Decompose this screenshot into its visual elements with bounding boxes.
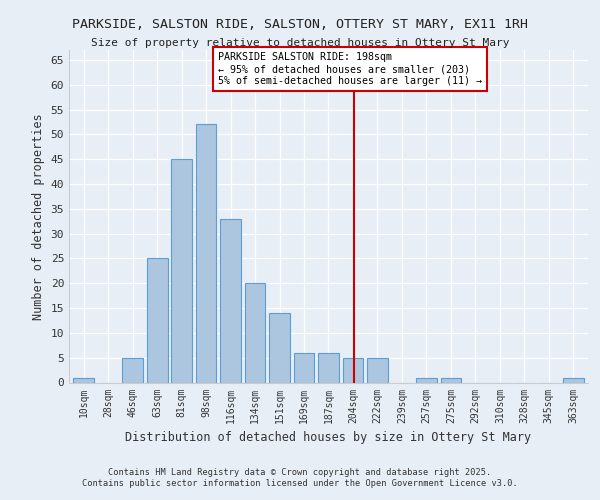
Text: Contains HM Land Registry data © Crown copyright and database right 2025.
Contai: Contains HM Land Registry data © Crown c…: [82, 468, 518, 487]
Bar: [73, 378, 94, 382]
Text: PARKSIDE, SALSTON RIDE, SALSTON, OTTERY ST MARY, EX11 1RH: PARKSIDE, SALSTON RIDE, SALSTON, OTTERY …: [72, 18, 528, 30]
Bar: [367, 358, 388, 382]
Bar: [416, 378, 437, 382]
Bar: [147, 258, 167, 382]
Bar: [171, 159, 192, 382]
Bar: [563, 378, 584, 382]
X-axis label: Distribution of detached houses by size in Ottery St Mary: Distribution of detached houses by size …: [125, 431, 532, 444]
Bar: [440, 378, 461, 382]
Bar: [220, 218, 241, 382]
Bar: [269, 313, 290, 382]
Bar: [343, 358, 364, 382]
Bar: [245, 283, 265, 382]
Bar: [122, 358, 143, 382]
Text: PARKSIDE SALSTON RIDE: 198sqm
← 95% of detached houses are smaller (203)
5% of s: PARKSIDE SALSTON RIDE: 198sqm ← 95% of d…: [218, 52, 482, 86]
Y-axis label: Number of detached properties: Number of detached properties: [32, 113, 45, 320]
Text: Size of property relative to detached houses in Ottery St Mary: Size of property relative to detached ho…: [91, 38, 509, 48]
Bar: [318, 352, 339, 382]
Bar: [196, 124, 217, 382]
Bar: [293, 352, 314, 382]
